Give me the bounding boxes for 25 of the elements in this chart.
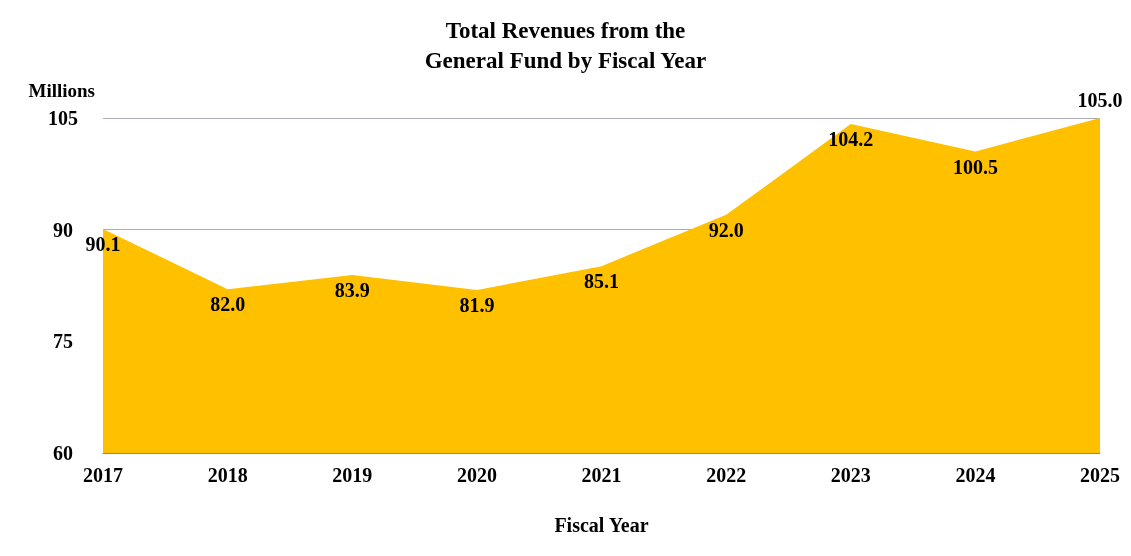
x-tick-label: 2022: [706, 464, 747, 486]
data-label: 92.0: [708, 218, 744, 241]
y-tick-label: 60: [53, 442, 73, 464]
y-tick-label: 90: [53, 218, 73, 241]
data-label: 100.5: [952, 155, 998, 178]
data-label: 105.0: [1077, 89, 1123, 111]
x-tick-label: 2021: [581, 464, 622, 486]
x-tick-label: 2018: [207, 464, 248, 486]
data-label: 81.9: [459, 293, 495, 316]
data-label: 82.0: [210, 293, 246, 316]
data-label: 104.2: [828, 127, 874, 150]
x-tick-label: 2017: [83, 464, 123, 486]
x-tick-label: 2023: [830, 464, 871, 486]
y-tick-label: 75: [53, 330, 73, 353]
x-tick-label: 2024: [955, 464, 996, 486]
x-tick-label: 2020: [456, 464, 497, 486]
chart-title: Total Revenues from the General Fund by Fiscal Year: [424, 17, 707, 73]
x-axis-title: Fiscal Year: [554, 514, 649, 536]
x-tick-label: 2019: [332, 464, 373, 486]
y-axis-title: Millions: [28, 80, 95, 101]
data-label: 90.1: [85, 232, 121, 255]
data-label: 83.9: [334, 279, 370, 302]
x-tick-label: 2025: [1080, 464, 1120, 486]
y-tick-label: 105: [48, 107, 78, 129]
data-label: 85.1: [584, 270, 619, 293]
